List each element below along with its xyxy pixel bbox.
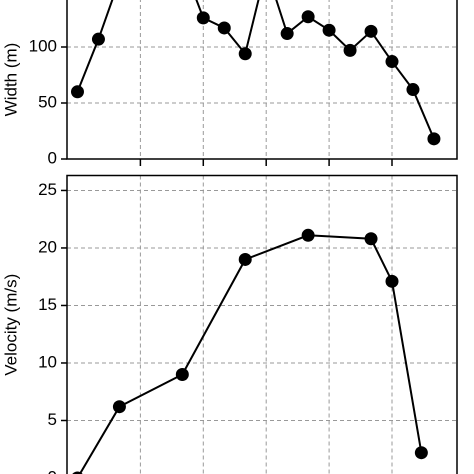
marker [91,32,105,46]
marker [175,367,189,381]
plot-frame [66,174,458,474]
marker [217,21,231,35]
marker [72,471,83,474]
line [78,234,423,474]
marker [301,10,315,24]
y-tick-label: 10 [38,352,57,371]
y-axis-label: Width (m) [1,43,20,117]
marker [427,132,441,146]
line [76,0,435,140]
marker [322,23,336,37]
y-tick-label: 15 [38,295,57,314]
y-tick-label: 0 [48,148,57,167]
plot-frame [66,0,458,160]
marker [364,24,378,38]
plot: 0 5 10 15 20 25 Velocity (m/s) [1,174,458,474]
marker [112,400,126,414]
marker [406,83,420,97]
marker [385,274,399,288]
y-tick-label: 50 [38,92,57,111]
y-tick-label: 25 [38,180,57,199]
plot: 0 50 100 Width (m) [1,0,458,167]
marker [238,252,252,266]
y-tick-label: 20 [38,237,57,256]
marker [301,228,315,242]
y-tick-label: 5 [48,410,57,429]
marker [385,55,399,69]
marker [364,232,378,246]
y-tick-label: 100 [29,36,57,55]
marker [280,27,294,41]
marker [343,43,357,57]
marker [414,446,428,460]
marker [196,11,210,25]
y-tick-label: 0 [48,467,57,474]
marker [238,47,252,61]
marker [70,85,84,99]
y-axis-label: Velocity (m/s) [1,274,20,376]
